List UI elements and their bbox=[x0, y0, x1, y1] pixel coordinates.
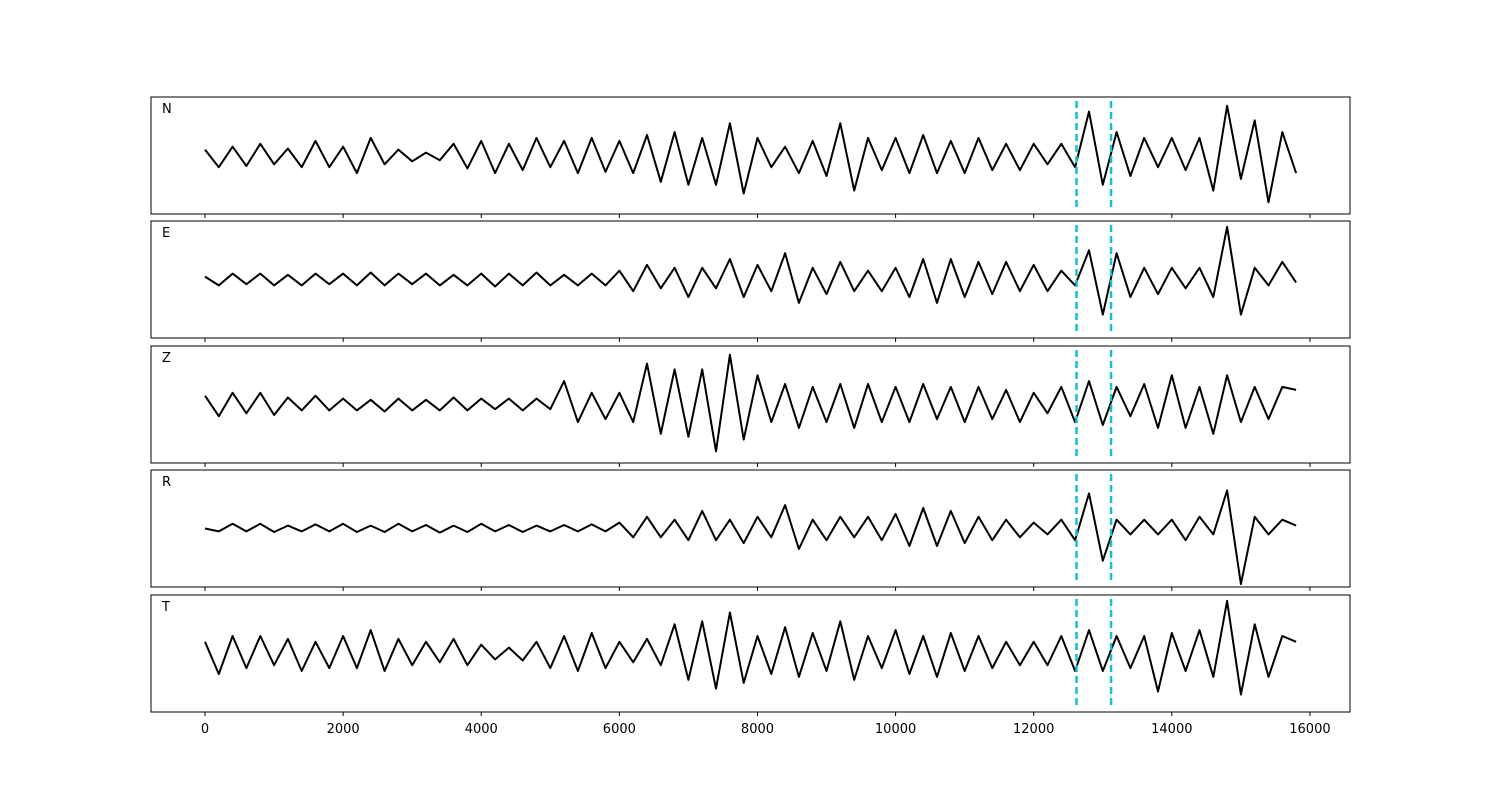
trace-line bbox=[204, 489, 1297, 586]
x-tick-label: 0 bbox=[201, 722, 209, 737]
x-tick-label: 4000 bbox=[465, 722, 498, 737]
panel-label: Z bbox=[162, 351, 171, 366]
panel-label: E bbox=[162, 226, 170, 241]
x-tick-label: 10000 bbox=[875, 722, 916, 737]
axes-frame bbox=[150, 220, 1351, 339]
axes-frame bbox=[150, 96, 1351, 215]
x-tick-label: 14000 bbox=[1151, 722, 1192, 737]
axes-frame bbox=[150, 345, 1351, 464]
panel-label: T bbox=[161, 600, 170, 615]
axes-frame bbox=[150, 594, 1351, 713]
trace-line bbox=[204, 599, 1297, 696]
x-tick-label: 16000 bbox=[1289, 722, 1330, 737]
panel-label: N bbox=[162, 102, 172, 117]
trace-line bbox=[204, 104, 1298, 204]
x-tick-label: 8000 bbox=[741, 722, 774, 737]
trace-line bbox=[204, 353, 1297, 453]
x-tick-label: 12000 bbox=[1013, 722, 1054, 737]
trace-line bbox=[204, 225, 1297, 316]
panel-label: R bbox=[162, 475, 171, 490]
x-tick-label: 2000 bbox=[327, 722, 360, 737]
axes-frame bbox=[150, 469, 1351, 588]
x-tick-label: 6000 bbox=[603, 722, 636, 737]
